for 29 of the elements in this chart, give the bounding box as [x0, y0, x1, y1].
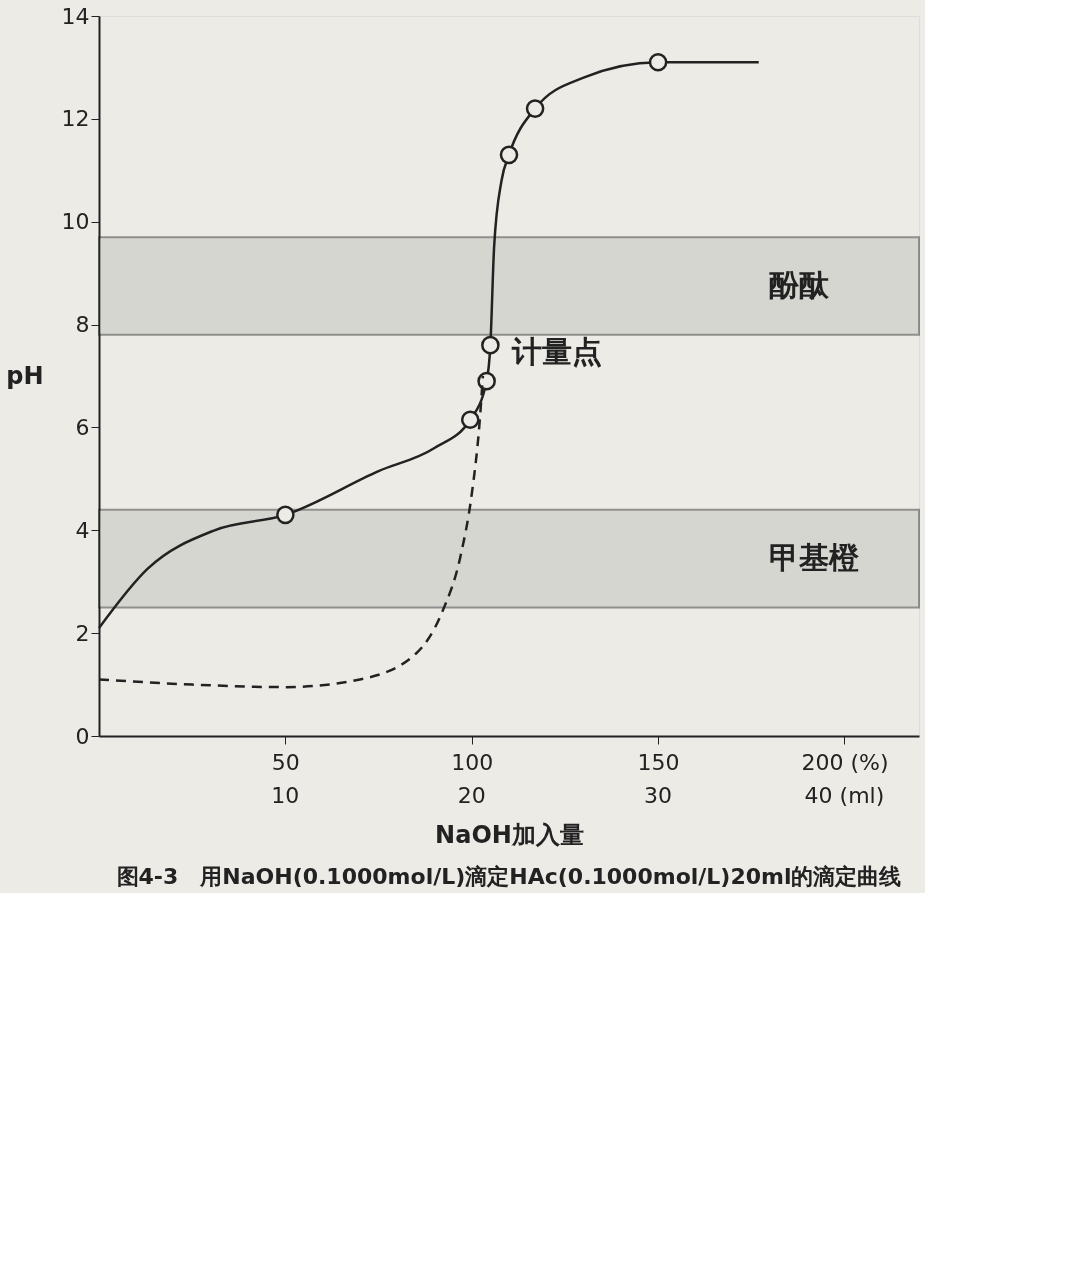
x-tick-label: 150 [637, 749, 680, 775]
x2-tick-label: 30 [644, 783, 673, 808]
y-tick-label: 14 [61, 3, 90, 29]
x2-tick-label: 10 [271, 783, 300, 808]
y-tick-label: 4 [75, 517, 90, 543]
text: 图4-3 用NaOH(0.1000mol/L)滴定HAc(0.1000mol/L)20ml的滴定曲线 [116, 864, 902, 889]
point [477, 371, 496, 391]
y-tick-label: 2 [75, 620, 90, 646]
y-tick-label: 6 [75, 414, 90, 440]
y-tick-label: 12 [61, 106, 90, 132]
band-label: 酚酞 [769, 267, 830, 302]
x-tick-label: 200 (%) [801, 749, 889, 775]
x-axis-title: NaOH加入量 [435, 820, 584, 849]
point [648, 52, 668, 72]
annotation: 计量点 [511, 334, 603, 370]
x2-tick-label: 40 (ml) [804, 783, 885, 808]
x-tick-label: 100 [451, 749, 494, 775]
point [525, 99, 545, 118]
y-axis-title: pH [6, 361, 44, 390]
y-tick-label: 0 [75, 723, 90, 749]
point [460, 410, 480, 430]
y-tick-label: 8 [75, 312, 90, 338]
x2-tick-label: 20 [457, 783, 486, 808]
point [276, 505, 295, 525]
point [499, 145, 519, 165]
x-tick-label: 50 [271, 749, 300, 775]
band-label: 甲基橙 [769, 539, 860, 575]
point [481, 335, 500, 355]
y-tick-label: 10 [61, 209, 90, 235]
